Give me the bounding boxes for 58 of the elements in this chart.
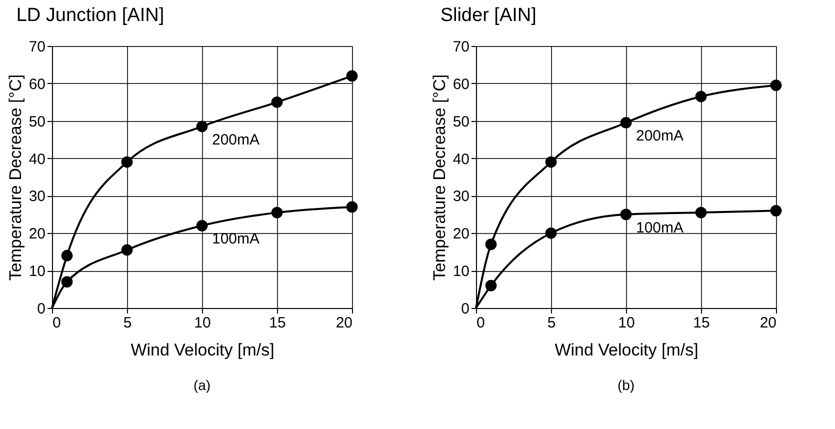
point [695, 90, 707, 102]
point [196, 220, 208, 232]
y-tick-label: 20 [452, 226, 470, 243]
point [271, 206, 283, 218]
x-tick-label: 5 [123, 314, 132, 332]
point [271, 96, 283, 108]
x-axis-title: Wind Velocity [m/s] [554, 340, 698, 360]
x-tick-label: 20 [336, 314, 352, 332]
series-label: 200mA [636, 128, 684, 145]
point [770, 80, 782, 91]
chart-title: LD Junction [AIN] [16, 5, 164, 26]
point [346, 70, 358, 82]
series-label: 100mA [212, 230, 260, 248]
x-tick-label: 5 [547, 314, 556, 332]
point [485, 280, 497, 292]
x-tick-label: 15 [269, 314, 286, 332]
y-tick-label: 20 [28, 226, 46, 243]
y-tick-label: 50 [452, 113, 470, 130]
x-axis-title: Wind Velocity [m/s] [130, 340, 274, 360]
point [121, 156, 133, 168]
y-tick-label: 10 [452, 263, 470, 280]
point [620, 208, 632, 220]
y-tick-label: 50 [28, 113, 46, 130]
y-axis-title: Temperature Decrease [°C] [6, 74, 25, 281]
y-tick-label: 0 [37, 300, 46, 318]
text: (b) [617, 377, 635, 393]
y-tick-label: 60 [452, 76, 470, 93]
x-tick-label: 10 [194, 314, 211, 332]
y-axis-title: Temperature Decrease [°C] [430, 74, 449, 281]
y-tick-label: 0 [461, 300, 470, 318]
point [196, 120, 208, 132]
y-tick-label: 60 [28, 76, 46, 93]
y-tick-label: 70 [452, 38, 470, 56]
point [61, 276, 73, 288]
point [346, 201, 358, 213]
y-tick-label: 30 [28, 188, 46, 206]
point [121, 244, 133, 256]
x-tick-label: 20 [760, 314, 776, 332]
y-tick-label: 70 [28, 38, 46, 56]
x-tick-label: 0 [476, 314, 485, 332]
x-tick-label: 15 [693, 314, 710, 332]
chart-title: Slider [AIN] [440, 5, 536, 26]
point [695, 206, 707, 218]
x-tick-label: 10 [618, 314, 635, 332]
point [770, 204, 782, 216]
point [485, 238, 497, 250]
point [545, 227, 557, 239]
y-tick-label: 40 [452, 150, 470, 168]
text: (a) [193, 377, 211, 393]
series-label: 100mA [636, 219, 684, 236]
y-tick-label: 10 [28, 263, 46, 280]
y-tick-label: 30 [452, 188, 470, 206]
point [620, 117, 632, 128]
x-tick-label: 0 [52, 314, 61, 332]
point [61, 250, 73, 262]
point [545, 156, 557, 168]
y-tick-label: 40 [28, 150, 46, 168]
series-label: 200mA [212, 131, 260, 148]
